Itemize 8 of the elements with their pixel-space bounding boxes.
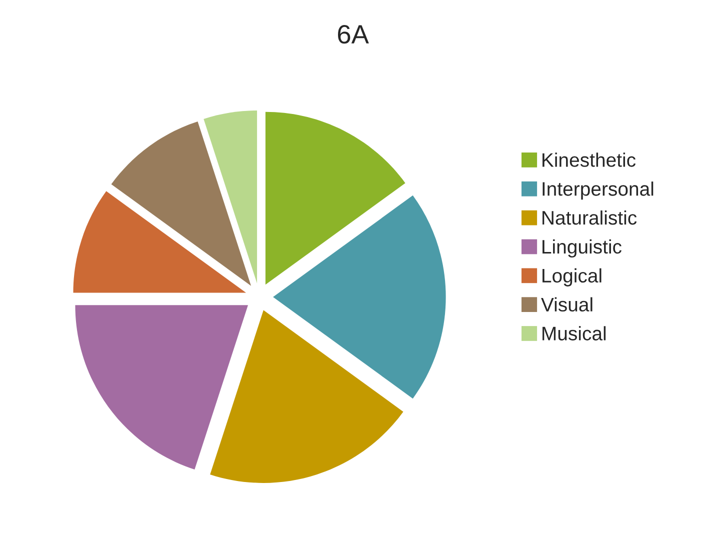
legend-label: Musical [542,326,606,340]
legend-label: Visual [541,297,592,312]
legend-label: Naturalistic [542,210,637,225]
chart-title: 6A [338,24,369,44]
legend-label: Logical [542,268,602,286]
legend-label: Linguistic [542,239,622,258]
legend-label: Interpersonal [542,182,654,200]
legend-label: Kinesthetic [542,152,636,167]
